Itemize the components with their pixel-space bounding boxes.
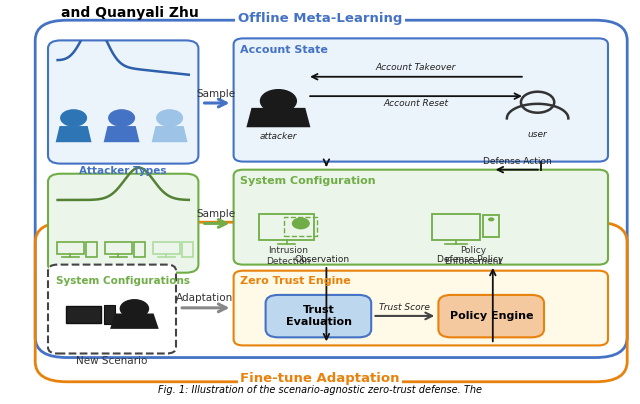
Circle shape	[157, 110, 182, 126]
Bar	[66, 306, 101, 323]
Bar	[86, 242, 97, 257]
Polygon shape	[246, 108, 310, 127]
Circle shape	[120, 300, 148, 318]
Text: System Configuration: System Configuration	[240, 176, 376, 186]
Polygon shape	[104, 126, 140, 142]
Bar	[104, 305, 115, 324]
Polygon shape	[110, 314, 159, 329]
Bar	[105, 242, 132, 254]
Text: Intrusion
Detection: Intrusion Detection	[266, 246, 310, 266]
Text: Adaptation: Adaptation	[176, 293, 234, 303]
Text: user: user	[528, 130, 547, 139]
Bar	[57, 242, 84, 254]
Text: Policy Engine: Policy Engine	[450, 311, 533, 321]
Text: Defense Policy: Defense Policy	[437, 255, 504, 264]
Bar	[182, 242, 193, 257]
Text: Trust
Evaluation: Trust Evaluation	[285, 305, 352, 327]
Text: Zero Trust Engine: Zero Trust Engine	[240, 276, 351, 286]
FancyBboxPatch shape	[234, 271, 608, 345]
Circle shape	[488, 217, 494, 221]
Text: Sample: Sample	[196, 88, 236, 99]
Bar	[432, 214, 480, 240]
Text: Fine-tune Adaptation: Fine-tune Adaptation	[240, 372, 400, 385]
Bar	[134, 242, 145, 257]
FancyBboxPatch shape	[266, 295, 371, 337]
Circle shape	[292, 218, 309, 229]
Polygon shape	[152, 126, 188, 142]
FancyBboxPatch shape	[438, 295, 544, 337]
Text: Fig. 1: Illustration of the scenario-agnostic zero-trust defense. The: Fig. 1: Illustration of the scenario-agn…	[158, 385, 482, 395]
Text: Defense Action: Defense Action	[483, 158, 552, 166]
Bar	[153, 242, 180, 254]
Text: Trust Score: Trust Score	[379, 303, 430, 312]
Circle shape	[260, 90, 296, 112]
Text: Observation: Observation	[294, 255, 349, 264]
Text: Offline Meta-Learning: Offline Meta-Learning	[238, 12, 402, 25]
Bar	[483, 215, 499, 237]
FancyBboxPatch shape	[48, 174, 198, 273]
Text: Sample: Sample	[196, 209, 236, 219]
Circle shape	[109, 110, 134, 126]
Bar	[284, 217, 317, 236]
FancyBboxPatch shape	[234, 38, 608, 162]
Text: Account Takeover: Account Takeover	[376, 63, 456, 72]
Text: and Quanyali Zhu: and Quanyali Zhu	[61, 6, 198, 20]
Text: Account State: Account State	[240, 45, 328, 55]
Text: Policy
Enforcement: Policy Enforcement	[445, 246, 502, 266]
Text: Attacker Types: Attacker Types	[79, 166, 166, 176]
FancyBboxPatch shape	[48, 265, 176, 354]
FancyBboxPatch shape	[48, 40, 198, 164]
FancyBboxPatch shape	[234, 170, 608, 265]
Polygon shape	[56, 126, 92, 142]
Circle shape	[61, 110, 86, 126]
Bar	[259, 214, 314, 240]
Text: New Scenario: New Scenario	[76, 356, 148, 366]
Text: Account Reset: Account Reset	[383, 99, 449, 108]
Text: System Configurations: System Configurations	[56, 276, 190, 286]
Text: attacker: attacker	[260, 132, 297, 141]
